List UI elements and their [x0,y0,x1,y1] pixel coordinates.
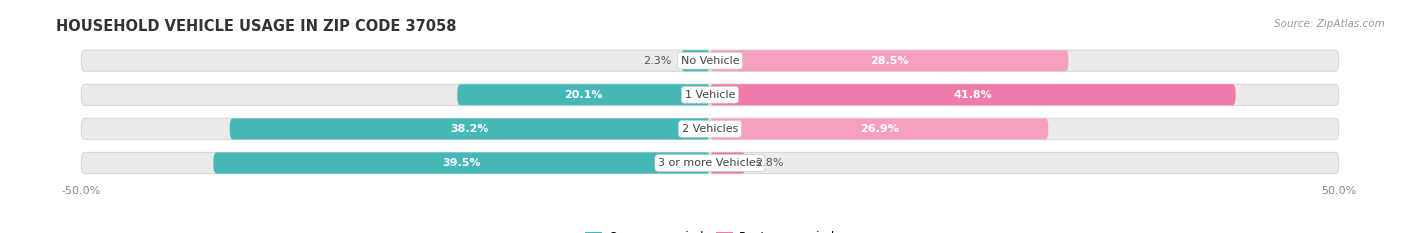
Text: 39.5%: 39.5% [443,158,481,168]
FancyBboxPatch shape [82,152,1339,174]
Text: 3 or more Vehicles: 3 or more Vehicles [658,158,762,168]
FancyBboxPatch shape [82,84,1339,105]
Text: 2.3%: 2.3% [643,56,671,66]
Text: 26.9%: 26.9% [859,124,898,134]
FancyBboxPatch shape [710,152,745,174]
FancyBboxPatch shape [681,50,710,71]
FancyBboxPatch shape [82,118,1339,140]
FancyBboxPatch shape [710,84,1236,105]
FancyBboxPatch shape [710,50,1069,71]
Text: 1 Vehicle: 1 Vehicle [685,90,735,100]
Legend: Owner-occupied, Renter-occupied: Owner-occupied, Renter-occupied [579,226,841,233]
Text: Source: ZipAtlas.com: Source: ZipAtlas.com [1274,19,1385,29]
Text: 20.1%: 20.1% [564,90,603,100]
FancyBboxPatch shape [82,50,1339,71]
FancyBboxPatch shape [214,152,710,174]
FancyBboxPatch shape [710,118,1049,140]
Text: No Vehicle: No Vehicle [681,56,740,66]
Text: 28.5%: 28.5% [870,56,908,66]
Text: 38.2%: 38.2% [451,124,489,134]
Text: 2.8%: 2.8% [755,158,783,168]
Text: HOUSEHOLD VEHICLE USAGE IN ZIP CODE 37058: HOUSEHOLD VEHICLE USAGE IN ZIP CODE 3705… [56,19,457,34]
Text: 41.8%: 41.8% [953,90,993,100]
FancyBboxPatch shape [457,84,710,105]
FancyBboxPatch shape [229,118,710,140]
Text: 2 Vehicles: 2 Vehicles [682,124,738,134]
